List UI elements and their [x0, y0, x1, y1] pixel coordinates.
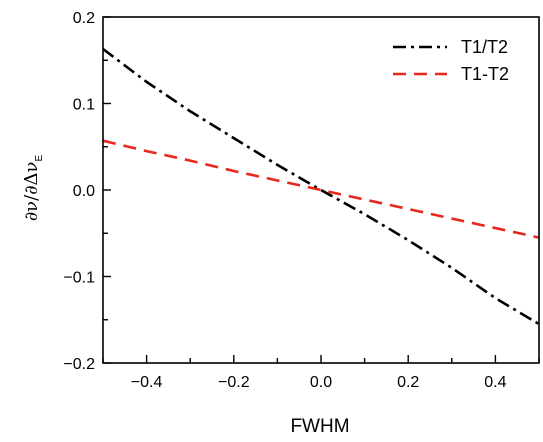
- y-tick-label: −0.1: [63, 270, 95, 287]
- series-line-t1-minus-t2: [102, 139, 540, 239]
- y-axis-label-main: ∂ν/∂Δν: [21, 162, 42, 222]
- plot-frame: [102, 16, 540, 364]
- x-tick-label: 0.2: [397, 374, 419, 391]
- x-axis-label: FWHM: [290, 416, 349, 437]
- y-tick-label: 0.0: [73, 183, 95, 200]
- y-tick-label: 0.2: [73, 10, 95, 27]
- y-axis-label-subscript: E: [34, 155, 45, 162]
- y-tick-labels: −0.2 −0.1 0.0 0.1 0.2: [63, 10, 95, 373]
- y-axis-label-text: ∂ν/∂ΔνE: [21, 155, 45, 222]
- series-lines: [102, 47, 540, 326]
- y-tick-label: 0.1: [73, 97, 95, 114]
- x-tick-label: −0.4: [131, 374, 163, 391]
- x-tick-labels: −0.4 −0.2 0.0 0.2 0.4: [131, 374, 507, 391]
- x-tick-label: 0.4: [484, 374, 506, 391]
- y-axis-label: ∂ν/∂ΔνE: [21, 155, 45, 222]
- legend-label-t1-minus-t2: T1-T2: [461, 64, 509, 84]
- x-tick-label: −0.2: [218, 374, 250, 391]
- y-tick-label: −0.2: [63, 356, 95, 373]
- legend: T1/T2 T1-T2: [393, 37, 509, 84]
- legend-label-t1-over-t2: T1/T2: [461, 37, 508, 57]
- series-line-t1-over-t2: [102, 47, 540, 326]
- x-tick-label: 0.0: [310, 374, 332, 391]
